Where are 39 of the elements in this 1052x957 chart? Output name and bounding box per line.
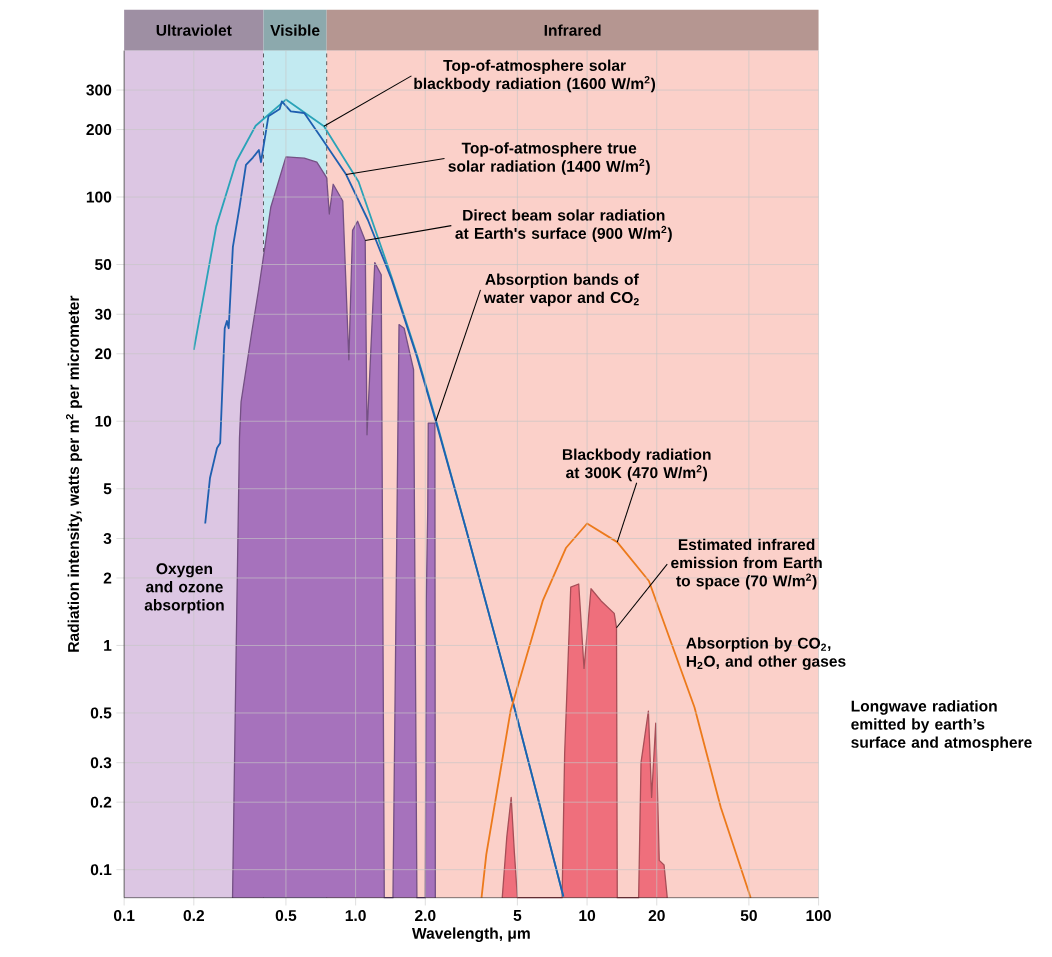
band-label: Infrared — [544, 24, 601, 36]
y-tick-label: 300 — [86, 84, 112, 96]
x-tick-label: 1.0 — [345, 910, 366, 922]
annotation: Absorption bands of water vapor and CO$_{2}$ — [483, 273, 639, 307]
y-tick-label: 0.5 — [90, 707, 112, 719]
annotation: Estimated infrared emission from Earth to space (70 W/m$^{2}$) — [671, 538, 822, 590]
x-tick-label: 2.0 — [415, 910, 436, 922]
x-tick-label: 0.5 — [275, 910, 297, 922]
y-tick-label: 2 — [103, 572, 112, 584]
y-tick-label: 20 — [95, 348, 112, 360]
annotation: Oxygen and ozone absorption — [144, 563, 224, 614]
text: Longwave radiation emitted by earth’s surface and atmosphere — [851, 700, 1032, 751]
y-tick-label: 200 — [86, 124, 112, 136]
x-tick-label: 0.1 — [113, 910, 135, 922]
y-tick-label: 5 — [103, 483, 112, 495]
y-tick-label: 10 — [95, 415, 112, 427]
annotation: Top-of-atmosphere true solar radiation (1400 W/m$^{2}$) — [448, 142, 650, 175]
x-tick-label: 0.2 — [183, 910, 205, 922]
y-tick-label: 3 — [103, 532, 112, 545]
y-tick-label: 50 — [95, 259, 112, 271]
y-tick-label: 100 — [86, 191, 112, 203]
x-tick-label: 20 — [648, 910, 665, 922]
annotation: Direct beam solar radiation at Earth's surface (900 W/m$^{2}$) — [455, 209, 672, 242]
band-label: Ultraviolet — [156, 24, 232, 36]
x-tick-label: 5 — [513, 910, 522, 921]
annotation: Top-of-atmosphere solar blackbody radiation (1600 W/m$^{2}$) — [414, 59, 656, 93]
y-tick-label: 0.3 — [90, 757, 112, 769]
x-tick-label: 10 — [579, 910, 596, 922]
x-tick-label: 50 — [740, 910, 757, 922]
x-axis-title: Wavelength, μm — [411, 927, 530, 942]
annotation: Blackbody radiation at 300K (470 W/m$^{2}$) — [562, 448, 711, 482]
x-tick-label: 100 — [806, 910, 831, 922]
y-tick-label: 30 — [94, 308, 112, 320]
y-tick-label: 1 — [104, 640, 112, 651]
band-label: Visible — [270, 24, 320, 36]
y-tick-label: 0.2 — [90, 796, 112, 808]
y-axis-title: Radiation intensity, watts per m$^{2}$ per micrometer — [65, 295, 83, 652]
y-tick-label: 0.1 — [90, 864, 112, 876]
text: Absorption by CO$_{2}$, H$_{2}$O, and other gases — [686, 637, 846, 670]
